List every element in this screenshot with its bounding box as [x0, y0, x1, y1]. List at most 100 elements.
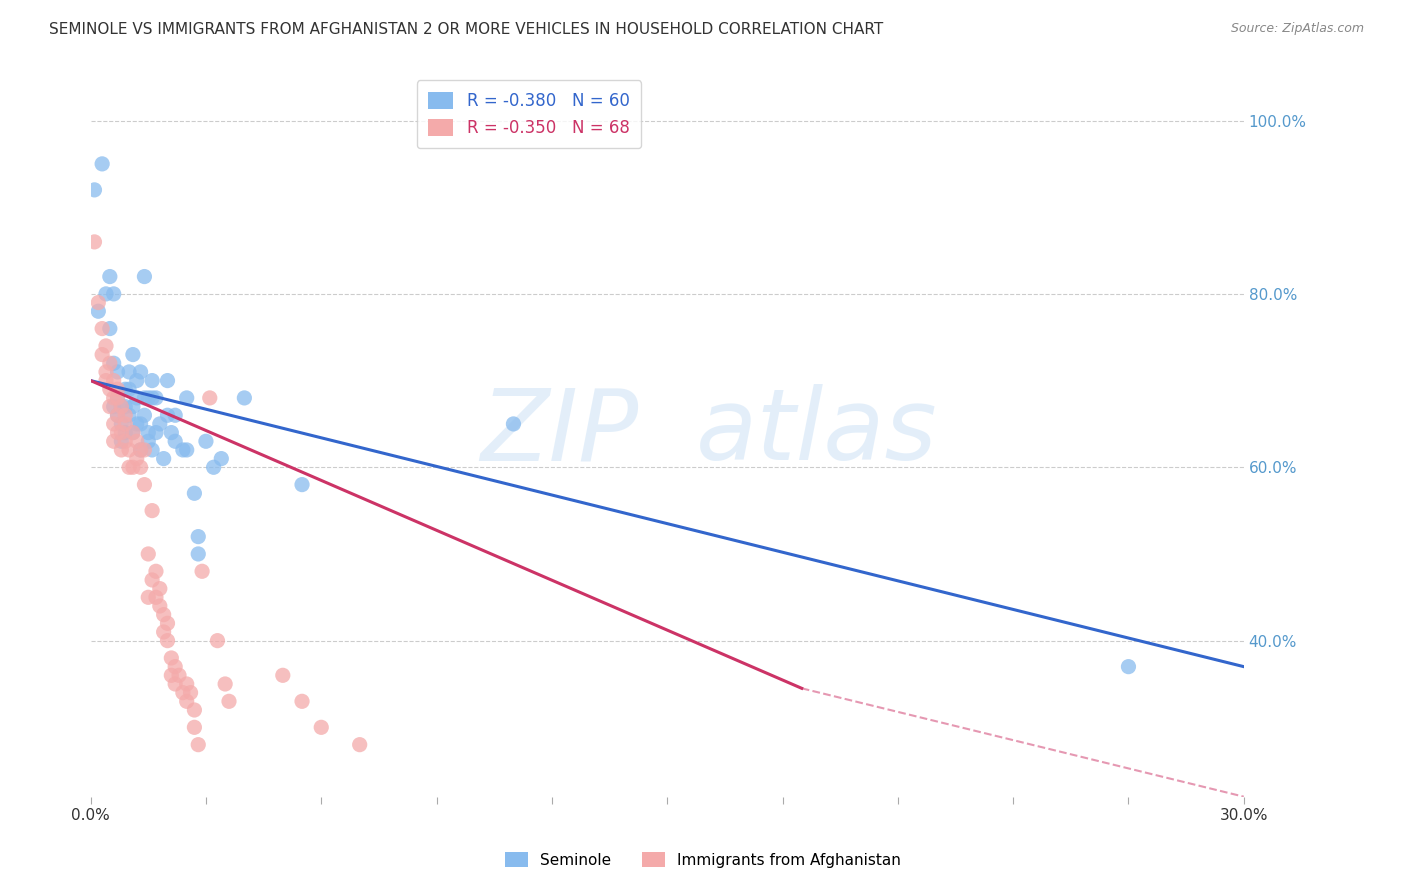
Point	[129, 417, 152, 431]
Point	[94, 365, 117, 379]
Point	[191, 564, 214, 578]
Point	[114, 417, 136, 431]
Point	[122, 348, 145, 362]
Point	[129, 460, 152, 475]
Point	[152, 451, 174, 466]
Point	[122, 425, 145, 440]
Point	[176, 442, 198, 457]
Legend: R = -0.380   N = 60, R = -0.350   N = 68: R = -0.380 N = 60, R = -0.350 N = 68	[416, 80, 641, 148]
Point	[114, 409, 136, 423]
Point	[91, 321, 114, 335]
Point	[110, 425, 132, 440]
Point	[118, 442, 141, 457]
Point	[136, 591, 159, 605]
Point	[149, 417, 172, 431]
Point	[118, 382, 141, 396]
Point	[156, 374, 179, 388]
Point	[103, 434, 125, 449]
Point	[98, 321, 121, 335]
Point	[94, 374, 117, 388]
Point	[349, 738, 371, 752]
Point	[167, 668, 190, 682]
Point	[141, 374, 163, 388]
Point	[187, 547, 209, 561]
Point	[136, 425, 159, 440]
Point	[103, 400, 125, 414]
Point	[125, 374, 148, 388]
Point	[309, 720, 332, 734]
Point	[98, 269, 121, 284]
Point	[183, 703, 205, 717]
Point	[149, 582, 172, 596]
Point	[110, 400, 132, 414]
Point	[145, 564, 167, 578]
Point	[103, 286, 125, 301]
Point	[114, 434, 136, 449]
Point	[110, 434, 132, 449]
Point	[110, 442, 132, 457]
Point	[87, 304, 110, 318]
Point	[291, 694, 314, 708]
Point	[125, 417, 148, 431]
Point	[103, 356, 125, 370]
Point	[165, 434, 187, 449]
Point	[107, 382, 129, 396]
Point	[207, 633, 229, 648]
Point	[145, 591, 167, 605]
Point	[145, 391, 167, 405]
Point	[83, 183, 105, 197]
Point	[136, 547, 159, 561]
Point	[98, 382, 121, 396]
Text: Source: ZipAtlas.com: Source: ZipAtlas.com	[1230, 22, 1364, 36]
Point	[156, 633, 179, 648]
Point	[194, 434, 217, 449]
Point	[141, 573, 163, 587]
Point	[134, 269, 156, 284]
Point	[136, 391, 159, 405]
Point	[160, 651, 183, 665]
Point	[103, 417, 125, 431]
Point	[114, 382, 136, 396]
Point	[83, 235, 105, 249]
Point	[209, 451, 232, 466]
Point	[176, 391, 198, 405]
Point	[165, 409, 187, 423]
Point	[134, 409, 156, 423]
Point	[141, 503, 163, 517]
Point	[156, 616, 179, 631]
Point	[122, 425, 145, 440]
Point	[118, 460, 141, 475]
Point	[107, 409, 129, 423]
Point	[214, 677, 236, 691]
Point	[172, 442, 194, 457]
Point	[122, 400, 145, 414]
Point	[233, 391, 256, 405]
Point	[107, 409, 129, 423]
Point	[107, 391, 129, 405]
Point	[145, 425, 167, 440]
Point	[198, 391, 221, 405]
Point	[94, 286, 117, 301]
Point	[118, 365, 141, 379]
Point	[87, 295, 110, 310]
Point	[110, 417, 132, 431]
Point	[125, 451, 148, 466]
Point	[141, 442, 163, 457]
Point	[134, 391, 156, 405]
Point	[152, 624, 174, 639]
Point	[502, 417, 524, 431]
Point	[134, 477, 156, 491]
Point	[98, 356, 121, 370]
Point	[110, 400, 132, 414]
Point	[103, 391, 125, 405]
Point	[172, 686, 194, 700]
Point	[118, 409, 141, 423]
Point	[107, 425, 129, 440]
Legend: Seminole, Immigrants from Afghanistan: Seminole, Immigrants from Afghanistan	[498, 844, 908, 875]
Point	[94, 339, 117, 353]
Point	[136, 434, 159, 449]
Point	[125, 391, 148, 405]
Point	[129, 442, 152, 457]
Point	[160, 668, 183, 682]
Text: SEMINOLE VS IMMIGRANTS FROM AFGHANISTAN 2 OR MORE VEHICLES IN HOUSEHOLD CORRELAT: SEMINOLE VS IMMIGRANTS FROM AFGHANISTAN …	[49, 22, 883, 37]
